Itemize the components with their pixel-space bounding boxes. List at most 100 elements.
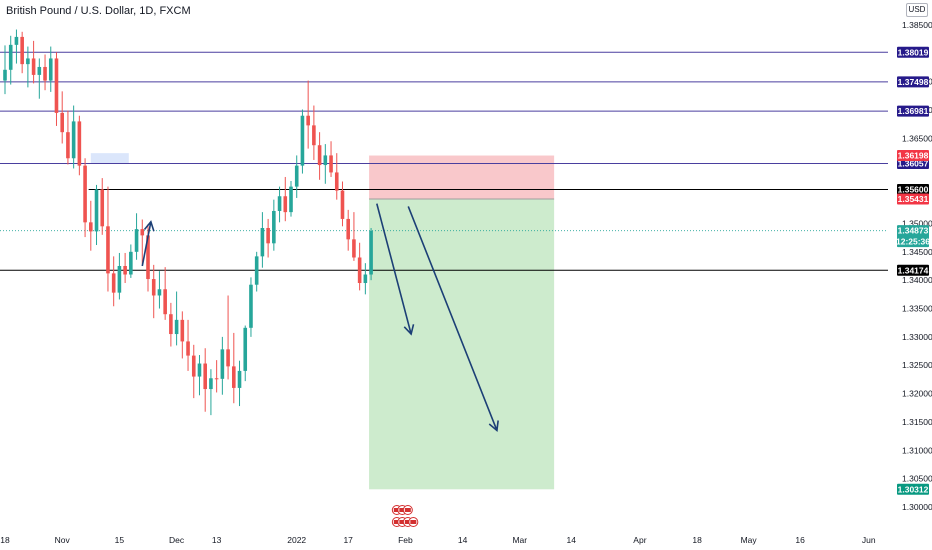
candle-body bbox=[60, 112, 64, 133]
candle-body bbox=[220, 349, 225, 379]
x-tick-label: May bbox=[741, 535, 758, 545]
time-axis: 18 Nov 15 Dec 13 2022 17 Feb 14 Mar 14 Apr 18 May 16 Ju… bbox=[0, 535, 876, 545]
level-badge-label: 1.36981 bbox=[898, 106, 929, 116]
candle-body bbox=[340, 190, 345, 219]
y-tick-label: 1.31000 bbox=[902, 445, 932, 455]
price-badge-label: 1.34873 bbox=[898, 226, 929, 236]
y-tick-label: 1.33500 bbox=[902, 304, 932, 314]
x-tick-label: Dec bbox=[169, 535, 185, 545]
x-tick-label: Apr bbox=[633, 535, 646, 545]
flag-stripe bbox=[410, 520, 417, 524]
x-tick-label: Nov bbox=[55, 535, 71, 545]
level-badge-bg bbox=[897, 183, 929, 195]
y-tick-label: 1.32500 bbox=[902, 360, 932, 370]
candle-body bbox=[312, 125, 316, 146]
down-arrow-1-head bbox=[403, 324, 415, 336]
y-tick-label: 1.30500 bbox=[902, 474, 932, 484]
candle-body bbox=[266, 228, 270, 244]
candle-body bbox=[323, 155, 328, 166]
candle-body bbox=[31, 58, 36, 75]
x-tick-label: 13 bbox=[212, 535, 222, 545]
candle-body bbox=[174, 319, 179, 335]
price-badge-sub: 12:25:36 bbox=[896, 237, 930, 247]
candle-body bbox=[8, 44, 13, 70]
level-badge-bg bbox=[897, 105, 929, 117]
candle-body bbox=[106, 226, 110, 274]
horizontal-levels bbox=[0, 51, 888, 271]
event-icons bbox=[391, 505, 419, 527]
candle-body bbox=[260, 228, 265, 257]
x-tick-label: 17 bbox=[343, 535, 353, 545]
x-tick-label: 14 bbox=[458, 535, 468, 545]
position-zones bbox=[90, 153, 555, 490]
price-badge-bg bbox=[897, 225, 929, 248]
candles bbox=[3, 29, 373, 416]
candle-body bbox=[151, 279, 156, 296]
candle-body bbox=[197, 363, 202, 377]
candle-body bbox=[20, 36, 24, 65]
candle-body bbox=[48, 58, 53, 81]
candle-body bbox=[71, 121, 76, 159]
take-profit-zone bbox=[369, 199, 555, 490]
candle-body bbox=[334, 172, 339, 191]
candle-body bbox=[209, 378, 213, 390]
candle-body bbox=[157, 289, 162, 296]
price-badge-label: 1.35431 bbox=[898, 194, 929, 204]
highlight-box bbox=[90, 153, 129, 164]
candle-body bbox=[129, 251, 133, 275]
candle-body bbox=[83, 165, 87, 223]
candle-body bbox=[180, 319, 185, 342]
candle-body bbox=[37, 66, 42, 75]
x-tick-label: 16 bbox=[795, 535, 805, 545]
level-badge-label: 1.34174 bbox=[898, 265, 929, 275]
x-tick-label: Jun bbox=[862, 535, 876, 545]
flag-stripe bbox=[393, 520, 400, 524]
y-tick-label: 1.35000 bbox=[902, 218, 932, 228]
candle-body bbox=[283, 196, 288, 213]
candle-body bbox=[352, 239, 356, 258]
level-badge-label: 1.37498 bbox=[898, 77, 929, 87]
candle-body bbox=[134, 229, 139, 252]
flag-stripe bbox=[399, 508, 406, 512]
y-tick-label: 1.31500 bbox=[902, 417, 932, 427]
candle-body bbox=[169, 314, 173, 335]
candle-body bbox=[203, 363, 207, 390]
level-badge-label: 1.35600 bbox=[898, 184, 929, 194]
down-arrow-2 bbox=[407, 206, 498, 431]
price-badges: 1.38019 1.37498 1.36981 1.36057 1.35600 1.341… bbox=[896, 46, 930, 495]
currency-label[interactable]: USD bbox=[906, 3, 928, 17]
candle-body bbox=[26, 58, 30, 65]
candle-body bbox=[272, 210, 276, 244]
candle-body bbox=[346, 218, 350, 240]
x-tick-label: Feb bbox=[398, 535, 413, 545]
drawing-arrows bbox=[141, 203, 499, 432]
y-tick-label: 1.36500 bbox=[902, 133, 932, 143]
candle-body bbox=[294, 165, 299, 187]
price-badge-bg bbox=[897, 150, 929, 162]
x-tick-label: 18 bbox=[692, 535, 702, 545]
down-arrow-1 bbox=[376, 203, 412, 335]
candle-body bbox=[54, 58, 59, 113]
x-tick-label: 15 bbox=[115, 535, 125, 545]
candle-body bbox=[306, 115, 310, 126]
candle-body bbox=[243, 327, 248, 371]
candle-body bbox=[123, 266, 127, 275]
candle-body bbox=[100, 189, 105, 227]
candle-body bbox=[77, 121, 82, 166]
candle-body bbox=[186, 341, 190, 356]
x-tick-label: 18 bbox=[0, 535, 10, 545]
level-badge-bg bbox=[897, 264, 929, 276]
y-tick-label: 1.34000 bbox=[902, 275, 932, 285]
level-badge-label: 1.36057 bbox=[898, 159, 929, 169]
candle-body bbox=[117, 266, 122, 293]
price-badge-label: 1.30312 bbox=[898, 484, 929, 494]
flag-stripe bbox=[393, 508, 400, 512]
candle-body bbox=[363, 274, 368, 284]
flag-stripe bbox=[404, 520, 411, 524]
chart-title: British Pound / U.S. Dollar, 1D, FXCM bbox=[6, 5, 191, 17]
candle-body bbox=[289, 186, 293, 213]
candle-body bbox=[111, 273, 116, 293]
candle-body bbox=[254, 256, 259, 285]
candle-body bbox=[226, 349, 230, 367]
